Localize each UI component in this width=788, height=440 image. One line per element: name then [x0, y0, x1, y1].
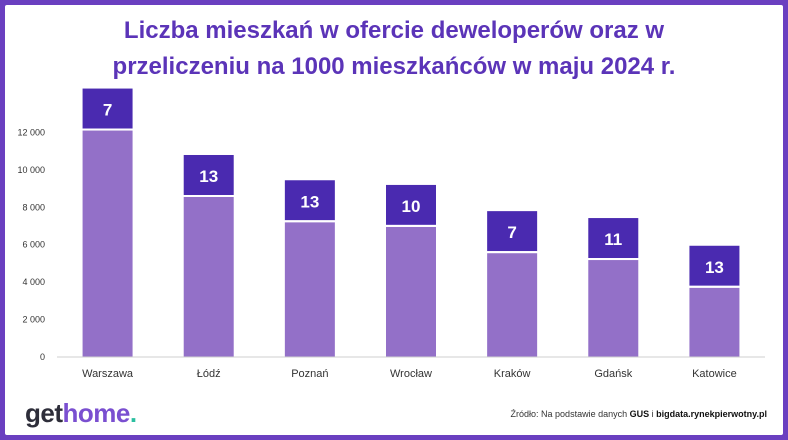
data-label: 13	[705, 258, 724, 277]
y-tick-label: 6 000	[22, 240, 45, 250]
data-label: 7	[507, 223, 516, 242]
x-tick-label: Kraków	[494, 368, 531, 380]
y-tick-label: 10 000	[17, 165, 45, 175]
logo-get: get	[25, 398, 63, 428]
bar	[284, 222, 335, 357]
chart-card: Liczba mieszkań w ofercie deweloperów or…	[5, 5, 783, 435]
chart-title: Liczba mieszkań w ofercie deweloperów or…	[5, 13, 783, 85]
value-badge	[82, 88, 133, 129]
source-prefix: Źródło: Na podstawie danych	[510, 409, 630, 419]
source-site: bigdata.rynekpierwotny.pl	[656, 409, 767, 419]
y-tick-label: 0	[40, 352, 45, 362]
x-axis: Warszawa Łódź Poznań Wrocław Kraków Gdańsk Kat…	[57, 356, 765, 380]
bar	[588, 260, 639, 357]
chart-title-line-1: Liczba mieszkań w ofercie deweloperów or…	[123, 17, 665, 44]
bar	[487, 253, 538, 357]
bar	[386, 226, 436, 357]
data-label: 13	[199, 167, 218, 186]
logo-home: home	[62, 398, 131, 428]
data-label: 10	[402, 197, 421, 216]
data-label: 13	[300, 192, 319, 211]
bar	[82, 130, 133, 357]
y-tick-label: 4 000	[22, 277, 45, 287]
source-note: Źródło: Na podstawie danych GUS i bigdat…	[511, 409, 767, 419]
source-and: i	[649, 409, 657, 419]
value-badge	[386, 184, 436, 225]
value-badge	[689, 245, 740, 286]
y-axis: 0 2 000 4 000 6 000 8 000 10 000 12 000	[17, 127, 45, 362]
data-label: 11	[604, 230, 622, 249]
value-badge	[588, 218, 639, 259]
x-tick-label: Poznań	[291, 368, 328, 380]
x-tick-label: Warszawa	[82, 368, 134, 380]
bar-chart: 0 2 000 4 000 6 000 8 000 10 000 12 000 7 13 13 1…	[17, 88, 765, 380]
value-badge	[487, 211, 538, 252]
gethome-logo: gethome.	[25, 398, 137, 429]
x-tick-label: Wrocław	[390, 368, 432, 380]
value-badge	[183, 154, 234, 195]
source-gus: GUS	[629, 409, 650, 419]
y-tick-label: 2 000	[22, 315, 45, 325]
bar	[689, 287, 740, 357]
chart-title-line-2: przeliczeniu na 1000 mieszkańców w maju …	[112, 53, 676, 80]
x-tick-label: Gdańsk	[594, 368, 632, 380]
logo-dot: .	[129, 398, 137, 428]
y-tick-label: 12 000	[17, 127, 45, 137]
y-tick-label: 8 000	[22, 202, 45, 212]
x-tick-label: Łódź	[197, 368, 221, 380]
value-badge	[284, 180, 335, 221]
bar	[183, 196, 234, 357]
data-label: 7	[103, 101, 112, 120]
x-tick-label: Katowice	[692, 368, 737, 380]
bars-group: 7 13 13 10 7 11 13	[82, 88, 740, 357]
